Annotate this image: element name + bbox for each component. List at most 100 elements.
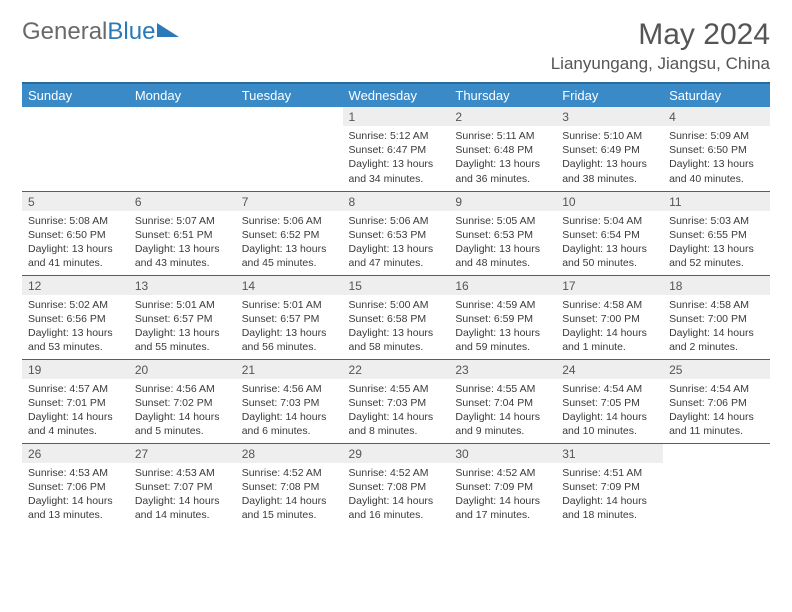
day-content: Sunrise: 4:53 AMSunset: 7:07 PMDaylight:… [129, 463, 236, 527]
sunrise: Sunrise: 4:53 AM [135, 466, 230, 480]
sunrise: Sunrise: 4:52 AM [349, 466, 444, 480]
day-number: 18 [663, 276, 770, 295]
daylight: Daylight: 13 hours and 52 minutes. [669, 242, 764, 270]
day-content: Sunrise: 4:52 AMSunset: 7:08 PMDaylight:… [343, 463, 450, 527]
day-number: 6 [129, 192, 236, 211]
sail-icon [157, 23, 179, 37]
daylight: Daylight: 14 hours and 15 minutes. [242, 494, 337, 522]
day-content: Sunrise: 4:55 AMSunset: 7:04 PMDaylight:… [449, 379, 556, 443]
sunrise: Sunrise: 5:08 AM [28, 214, 123, 228]
calendar-cell: 25Sunrise: 4:54 AMSunset: 7:06 PMDayligh… [663, 359, 770, 443]
day-number: 22 [343, 360, 450, 379]
daylight: Daylight: 13 hours and 38 minutes. [562, 157, 657, 185]
day-content [663, 449, 770, 456]
sunset: Sunset: 6:59 PM [455, 312, 550, 326]
sunrise: Sunrise: 4:58 AM [669, 298, 764, 312]
sunset: Sunset: 7:00 PM [669, 312, 764, 326]
day-number: 5 [22, 192, 129, 211]
day-content: Sunrise: 4:54 AMSunset: 7:05 PMDaylight:… [556, 379, 663, 443]
sunrise: Sunrise: 4:58 AM [562, 298, 657, 312]
sunrise: Sunrise: 5:00 AM [349, 298, 444, 312]
sunset: Sunset: 6:56 PM [28, 312, 123, 326]
sunset: Sunset: 7:01 PM [28, 396, 123, 410]
daylight: Daylight: 14 hours and 16 minutes. [349, 494, 444, 522]
day-number: 20 [129, 360, 236, 379]
sunrise: Sunrise: 5:05 AM [455, 214, 550, 228]
day-number: 14 [236, 276, 343, 295]
day-number: 24 [556, 360, 663, 379]
sunset: Sunset: 6:47 PM [349, 143, 444, 157]
sunrise: Sunrise: 4:56 AM [135, 382, 230, 396]
calendar-row: 5Sunrise: 5:08 AMSunset: 6:50 PMDaylight… [22, 191, 770, 275]
calendar-table: Sunday Monday Tuesday Wednesday Thursday… [22, 82, 770, 527]
sunrise: Sunrise: 5:02 AM [28, 298, 123, 312]
day-number: 4 [663, 107, 770, 126]
calendar-cell: 15Sunrise: 5:00 AMSunset: 6:58 PMDayligh… [343, 275, 450, 359]
daylight: Daylight: 13 hours and 48 minutes. [455, 242, 550, 270]
sunset: Sunset: 6:54 PM [562, 228, 657, 242]
day-content: Sunrise: 4:55 AMSunset: 7:03 PMDaylight:… [343, 379, 450, 443]
daylight: Daylight: 14 hours and 8 minutes. [349, 410, 444, 438]
daylight: Daylight: 13 hours and 40 minutes. [669, 157, 764, 185]
day-number: 7 [236, 192, 343, 211]
sunrise: Sunrise: 5:01 AM [135, 298, 230, 312]
day-number: 3 [556, 107, 663, 126]
sunset: Sunset: 7:05 PM [562, 396, 657, 410]
weekday-saturday: Saturday [663, 83, 770, 107]
daylight: Daylight: 13 hours and 45 minutes. [242, 242, 337, 270]
calendar-cell: 29Sunrise: 4:52 AMSunset: 7:08 PMDayligh… [343, 443, 450, 527]
sunrise: Sunrise: 4:57 AM [28, 382, 123, 396]
day-number: 1 [343, 107, 450, 126]
sunset: Sunset: 7:06 PM [669, 396, 764, 410]
sunset: Sunset: 7:06 PM [28, 480, 123, 494]
daylight: Daylight: 13 hours and 43 minutes. [135, 242, 230, 270]
calendar-cell [22, 107, 129, 191]
day-content: Sunrise: 4:53 AMSunset: 7:06 PMDaylight:… [22, 463, 129, 527]
sunset: Sunset: 6:49 PM [562, 143, 657, 157]
day-content: Sunrise: 4:51 AMSunset: 7:09 PMDaylight:… [556, 463, 663, 527]
day-number: 10 [556, 192, 663, 211]
sunrise: Sunrise: 4:51 AM [562, 466, 657, 480]
calendar-cell: 30Sunrise: 4:52 AMSunset: 7:09 PMDayligh… [449, 443, 556, 527]
month-title: May 2024 [551, 18, 770, 52]
day-content: Sunrise: 5:01 AMSunset: 6:57 PMDaylight:… [129, 295, 236, 359]
sunrise: Sunrise: 4:55 AM [349, 382, 444, 396]
sunset: Sunset: 7:09 PM [562, 480, 657, 494]
sunrise: Sunrise: 4:54 AM [562, 382, 657, 396]
calendar-cell: 19Sunrise: 4:57 AMSunset: 7:01 PMDayligh… [22, 359, 129, 443]
sunset: Sunset: 7:07 PM [135, 480, 230, 494]
calendar-cell: 28Sunrise: 4:52 AMSunset: 7:08 PMDayligh… [236, 443, 343, 527]
day-number: 12 [22, 276, 129, 295]
calendar-row: 12 Sunrise: 5:02 AMSunset: 6:56 PM Dayligh… [22, 275, 770, 359]
calendar-cell: 14Sunrise: 5:01 AMSunset: 6:57 PMDayligh… [236, 275, 343, 359]
location: Lianyungang, Jiangsu, China [551, 54, 770, 74]
calendar-cell: 22Sunrise: 4:55 AMSunset: 7:03 PMDayligh… [343, 359, 450, 443]
day-number: 27 [129, 444, 236, 463]
sunrise: Sunrise: 5:11 AM [455, 129, 550, 143]
calendar-cell: 4Sunrise: 5:09 AMSunset: 6:50 PMDaylight… [663, 107, 770, 191]
sunset: Sunset: 6:53 PM [455, 228, 550, 242]
calendar-cell: 8Sunrise: 5:06 AMSunset: 6:53 PMDaylight… [343, 191, 450, 275]
day-content: Sunrise: 5:04 AMSunset: 6:54 PMDaylight:… [556, 211, 663, 275]
day-number: 26 [22, 444, 129, 463]
sunrise: Sunrise: 4:53 AM [28, 466, 123, 480]
day-number: 30 [449, 444, 556, 463]
day-content: Sunrise: 5:08 AMSunset: 6:50 PMDaylight:… [22, 211, 129, 275]
sunrise: Sunrise: 5:03 AM [669, 214, 764, 228]
calendar-row: 1Sunrise: 5:12 AMSunset: 6:47 PMDaylight… [22, 107, 770, 191]
calendar-cell: 12Sunrise: 5:02 AMSunset: 6:56 PMDayligh… [22, 275, 129, 359]
daylight: Daylight: 14 hours and 2 minutes. [669, 326, 764, 354]
day-content: Sunrise: 5:11 AMSunset: 6:48 PMDaylight:… [449, 126, 556, 190]
daylight: Daylight: 13 hours and 58 minutes. [349, 326, 444, 354]
calendar-cell: 2Sunrise: 5:11 AMSunset: 6:48 PMDaylight… [449, 107, 556, 191]
daylight: Daylight: 13 hours and 56 minutes. [242, 326, 337, 354]
sunset: Sunset: 7:00 PM [562, 312, 657, 326]
day-content: Sunrise: 4:57 AMSunset: 7:01 PMDaylight:… [22, 379, 129, 443]
sunset: Sunset: 6:53 PM [349, 228, 444, 242]
weekday-row: Sunday Monday Tuesday Wednesday Thursday… [22, 83, 770, 107]
day-content: Sunrise: 5:10 AMSunset: 6:49 PMDaylight:… [556, 126, 663, 190]
calendar-cell: 16Sunrise: 4:59 AMSunset: 6:59 PMDayligh… [449, 275, 556, 359]
calendar-cell: 23Sunrise: 4:55 AMSunset: 7:04 PMDayligh… [449, 359, 556, 443]
title-block: May 2024 Lianyungang, Jiangsu, China [551, 18, 770, 74]
daylight: Daylight: 14 hours and 5 minutes. [135, 410, 230, 438]
